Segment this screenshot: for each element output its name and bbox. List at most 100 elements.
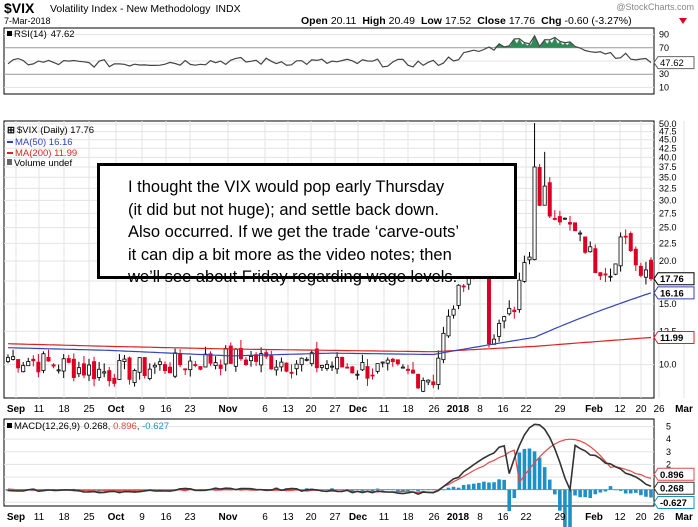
candle-body bbox=[178, 353, 183, 366]
x-tick-label: 16 bbox=[160, 404, 172, 415]
macd-hist-bar bbox=[406, 489, 410, 492]
candle-body bbox=[355, 373, 360, 376]
candle-body bbox=[446, 315, 451, 337]
candle-body bbox=[122, 358, 127, 363]
price-tick-label: 50.0 bbox=[659, 119, 677, 129]
candle-body bbox=[274, 366, 279, 371]
candle-body bbox=[309, 352, 314, 365]
macd-hist-bar bbox=[613, 489, 618, 491]
macd-hist-bar bbox=[618, 489, 623, 491]
candle-body bbox=[41, 353, 46, 371]
candle-body bbox=[142, 357, 147, 376]
macd-hist-bar bbox=[583, 489, 587, 498]
candle-body bbox=[613, 263, 618, 275]
macd-signal-tag-shape bbox=[653, 467, 695, 481]
candle-body bbox=[157, 361, 162, 365]
candle-body bbox=[547, 182, 552, 217]
legend-marker bbox=[7, 423, 12, 428]
candle-body bbox=[537, 166, 542, 206]
price-tick-label: 15.0 bbox=[659, 299, 677, 309]
annotation-callout: I thought the VIX would pop early Thursd… bbox=[97, 163, 517, 286]
macd-hist-bar bbox=[396, 489, 400, 492]
candle-body bbox=[31, 358, 36, 362]
macd-hist-bar bbox=[628, 489, 633, 494]
candle-body bbox=[279, 361, 284, 368]
price-tick-label: 37.5 bbox=[659, 162, 677, 172]
x-tick-label: 22 bbox=[520, 512, 532, 523]
macd-hist-bar bbox=[649, 489, 653, 498]
macd-hist-bar bbox=[547, 479, 552, 490]
svg-text:47.62: 47.62 bbox=[660, 58, 684, 69]
x-tick-label: Nov bbox=[219, 404, 238, 415]
macd-hist-bar bbox=[142, 489, 147, 491]
candle-body bbox=[456, 284, 461, 306]
macd-hist-bar bbox=[537, 457, 542, 490]
candle-body bbox=[208, 353, 213, 364]
legend-ma200: MA(200) 11.99 bbox=[15, 148, 77, 159]
candle-body bbox=[46, 356, 51, 362]
rsi-legend-value: 47.62 bbox=[51, 29, 75, 40]
macd-hist-bar bbox=[92, 489, 96, 491]
macd-hist-bar bbox=[634, 489, 638, 493]
candle-body bbox=[405, 368, 410, 371]
macd-hist-bar bbox=[411, 489, 415, 491]
candle-body bbox=[97, 368, 102, 378]
rsi-tick-label: 70 bbox=[659, 43, 669, 53]
x-tick-label: Mar bbox=[675, 404, 693, 415]
candle-body bbox=[557, 216, 562, 223]
ma200-line bbox=[7, 336, 652, 353]
candle-body bbox=[360, 362, 365, 371]
candle-body bbox=[294, 363, 299, 370]
candle-body bbox=[269, 355, 274, 370]
x-tick-label: 16 bbox=[497, 512, 509, 523]
candle-body bbox=[233, 348, 238, 367]
x-tick-label: 27 bbox=[329, 404, 341, 415]
price-legend: ⊞ $VIX (Daily) 17.76 MA(50) 16.16 MA(200)… bbox=[7, 125, 94, 169]
macd-hist-bar bbox=[588, 489, 593, 498]
candle-body bbox=[502, 316, 507, 322]
candle-body bbox=[16, 359, 21, 369]
candle-body bbox=[552, 218, 557, 220]
candle-body bbox=[6, 357, 11, 362]
ma50-line bbox=[7, 292, 652, 357]
candle-body bbox=[522, 262, 527, 282]
macd-hist-bar bbox=[325, 489, 329, 491]
candle-body bbox=[330, 365, 335, 368]
price-value-tags: 17.76 16.16 11.99 bbox=[653, 272, 695, 344]
rsi-overbought-fill bbox=[483, 35, 581, 48]
x-tick-label: 11 bbox=[34, 512, 45, 523]
candle-body bbox=[380, 361, 385, 364]
macd-tick-label: 5 bbox=[666, 422, 671, 432]
macd-hist-bar bbox=[598, 489, 603, 493]
macd-hist-bar bbox=[6, 489, 10, 492]
macd-hist-bar bbox=[517, 452, 522, 490]
candle-body bbox=[36, 361, 41, 373]
candle-body bbox=[152, 364, 157, 368]
price-tick-label: 47.5 bbox=[659, 127, 677, 137]
candle-body bbox=[649, 259, 654, 280]
candle-body bbox=[416, 373, 421, 389]
macd-legend-signal: 0.896 bbox=[113, 421, 137, 432]
macd-hist-bar bbox=[471, 483, 476, 490]
macd-hist-bar bbox=[320, 489, 324, 491]
macd-hist-bar bbox=[365, 489, 370, 491]
macd-hist-bar bbox=[542, 467, 547, 490]
candle-body bbox=[497, 323, 502, 337]
candle-body bbox=[249, 356, 254, 362]
x-tick-label: 11 bbox=[34, 404, 45, 415]
x-tick-label: 25 bbox=[83, 512, 95, 523]
x-tick-label: Dec bbox=[349, 404, 368, 415]
x-tick-label: 16 bbox=[497, 404, 509, 415]
candle-body bbox=[507, 307, 512, 315]
candle-body bbox=[213, 362, 218, 367]
macd-hist-bar bbox=[426, 489, 431, 491]
price-tick-label: 10.0 bbox=[659, 360, 677, 370]
candle-body bbox=[390, 358, 395, 363]
legend-marker bbox=[7, 31, 12, 36]
candle-body bbox=[628, 233, 633, 252]
macd-hist-bar bbox=[370, 489, 375, 492]
macd-value-tags: 0.896 0.268 -0.627 bbox=[653, 467, 695, 510]
candle-body bbox=[188, 360, 193, 371]
price-tick-label: 32.5 bbox=[659, 183, 677, 193]
x-tick-label: 27 bbox=[329, 512, 341, 523]
